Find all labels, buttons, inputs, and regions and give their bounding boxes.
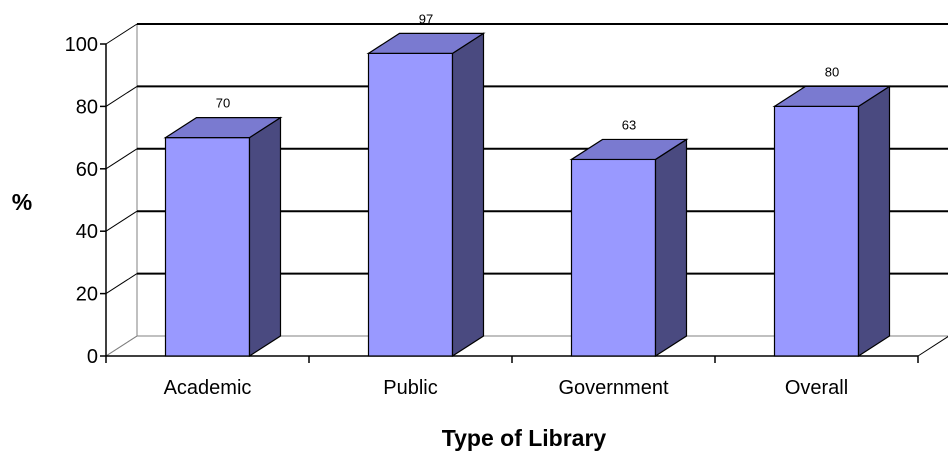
x-tick-label: Academic (164, 377, 252, 399)
y-tick-label: 60 (76, 159, 98, 181)
data-label: 63 (622, 117, 636, 132)
x-tick-label: Public (383, 377, 437, 399)
y-tick-label: 40 (76, 221, 98, 243)
bar-top (772, 85, 892, 108)
bar-top (366, 32, 486, 54)
grid-diagonal (105, 23, 138, 45)
bar-front (164, 137, 251, 357)
bar-side (654, 138, 688, 358)
bar-front (367, 52, 454, 357)
bar-top (163, 116, 283, 139)
bar-side (857, 85, 891, 358)
bar-side (451, 32, 485, 358)
bar-top (569, 138, 689, 161)
labels: 70 Academic 97 Public 63 Government 80 Overall (164, 11, 849, 399)
bar-front (570, 158, 657, 357)
grid-diagonal (105, 335, 138, 357)
y-tick-label: 100 (65, 34, 98, 56)
data-label: 80 (825, 64, 839, 79)
x-tick-label: Government (558, 377, 668, 399)
y-tick-label: 0 (87, 346, 98, 368)
floor-edge (917, 336, 948, 357)
grid-diagonal (105, 210, 138, 232)
grid-diagonal (105, 148, 138, 170)
x-axis-title: Type of Library (442, 425, 607, 451)
x-tick-label: Overall (785, 377, 848, 399)
y-tick-label: 20 (76, 284, 98, 306)
grid-diagonal (105, 85, 138, 107)
bars (163, 32, 892, 358)
back-wall-edge (105, 24, 138, 357)
y-axis-title: % (12, 189, 32, 215)
y-tick-label: 80 (76, 96, 98, 118)
bar-front (773, 105, 860, 357)
grid-diagonal (105, 273, 138, 295)
data-label: 97 (419, 11, 433, 26)
bar-side (248, 116, 282, 358)
data-label: 70 (216, 96, 230, 111)
